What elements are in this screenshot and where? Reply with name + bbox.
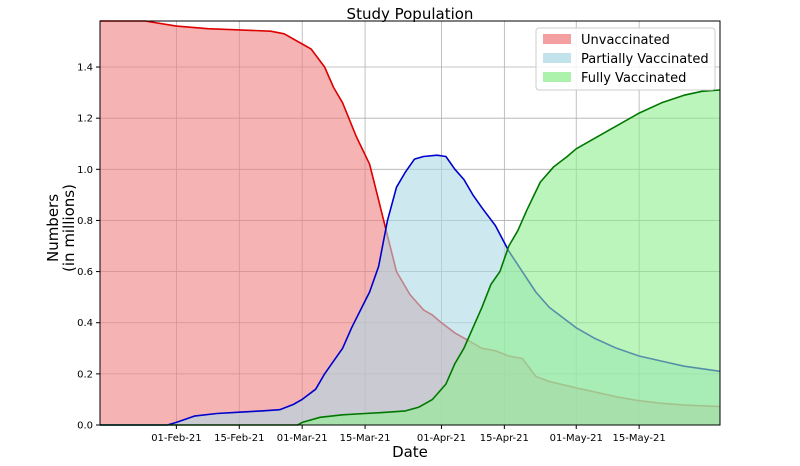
x-axis-label: Date bbox=[392, 443, 428, 461]
fully-vaccinated-area bbox=[100, 90, 720, 425]
x-tick-label: 15-May-21 bbox=[613, 433, 666, 444]
legend-label-fully-vaccinated: Fully Vaccinated bbox=[581, 71, 686, 86]
x-tick-label: 15-Apr-21 bbox=[480, 433, 529, 444]
y-tick-label: 1.2 bbox=[77, 114, 93, 125]
y-tick-label: 0.4 bbox=[77, 318, 93, 329]
y-tick-label: 1.4 bbox=[77, 63, 93, 74]
chart-title: Study Population bbox=[347, 5, 474, 23]
x-tick-label: 01-Feb-21 bbox=[151, 433, 201, 444]
axis-ticks: 01-Feb-21 15-Feb-21 01-Mar-21 15-Mar-21 01-A… bbox=[77, 63, 666, 444]
y-axis-label-line2: (in millions) bbox=[60, 184, 78, 272]
legend-swatch-partially-vaccinated bbox=[543, 53, 571, 63]
x-tick-label: 01-Apr-21 bbox=[417, 433, 466, 444]
legend-label-unvaccinated: Unvaccinated bbox=[581, 33, 670, 48]
y-tick-label: 0.8 bbox=[77, 216, 93, 227]
x-tick-label: 15-Mar-21 bbox=[340, 433, 391, 444]
legend-box bbox=[535, 27, 716, 91]
x-tick-label: 01-Mar-21 bbox=[277, 433, 328, 444]
legend-swatch-unvaccinated bbox=[543, 34, 571, 44]
y-tick-label: 1.0 bbox=[77, 165, 93, 176]
y-tick-label: 0.2 bbox=[77, 369, 93, 380]
x-tick-label: 01-May-21 bbox=[550, 433, 603, 444]
legend-label-partially-vaccinated: Partially Vaccinated bbox=[581, 52, 709, 67]
plot-frame bbox=[99, 20, 721, 426]
y-tick-label: 0.0 bbox=[77, 421, 93, 432]
y-axis-label: Numbers (in millions) bbox=[44, 184, 78, 272]
legend: Unvaccinated Partially Vaccinated Fully Va… bbox=[535, 27, 716, 91]
unvaccinated-area bbox=[100, 21, 720, 425]
legend-swatch-fully-vaccinated bbox=[543, 72, 571, 82]
y-tick-label: 0.6 bbox=[77, 267, 93, 278]
fully-vaccinated-line bbox=[100, 89, 721, 426]
x-tick-label: 15-Feb-21 bbox=[214, 433, 264, 444]
y-axis-label-line1: Numbers bbox=[44, 194, 62, 262]
series-areas bbox=[100, 20, 721, 426]
